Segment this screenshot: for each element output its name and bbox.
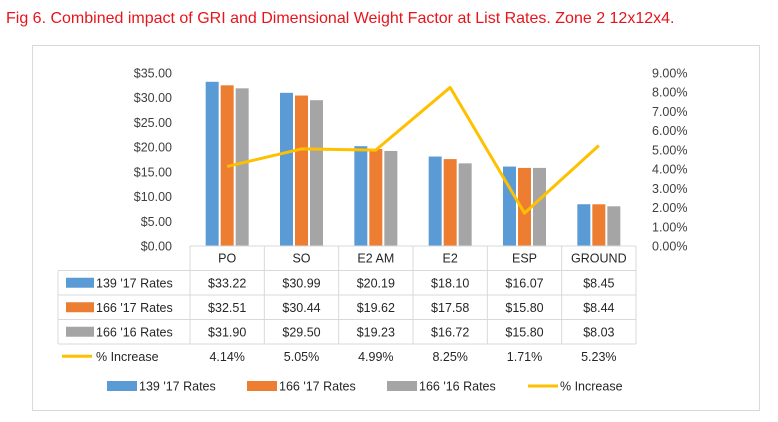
table-row-label: 166 '16 Rates bbox=[96, 325, 173, 339]
table-cell: 1.71% bbox=[507, 350, 542, 364]
category-label: PO bbox=[218, 252, 236, 266]
bar bbox=[205, 81, 219, 247]
bar bbox=[235, 88, 249, 246]
legend-label: 166 '16 Rates bbox=[419, 380, 496, 394]
table-cell: $31.90 bbox=[208, 325, 246, 339]
chart-frame bbox=[32, 45, 760, 411]
legend-swatch bbox=[107, 381, 137, 391]
y-tick-label: $35.00 bbox=[134, 67, 172, 81]
table-row-label: 166 '17 Rates bbox=[96, 301, 173, 315]
table-cell: $29.50 bbox=[282, 325, 320, 339]
table-cell: 8.25% bbox=[432, 350, 467, 364]
table-cell: 5.23% bbox=[581, 350, 616, 364]
table-legend-swatch bbox=[66, 326, 94, 337]
table-cell: $19.23 bbox=[357, 325, 395, 339]
table-cell: $16.72 bbox=[431, 325, 469, 339]
category-label: SO bbox=[292, 252, 310, 266]
legend-label: % Increase bbox=[560, 380, 623, 394]
category-label: GROUND bbox=[571, 252, 627, 266]
y2-tick-label: 3.00% bbox=[652, 182, 687, 196]
y2-tick-label: 0.00% bbox=[652, 240, 687, 254]
table-cell: 4.14% bbox=[209, 350, 244, 364]
table-cell: $32.51 bbox=[208, 301, 246, 315]
table-cell: $8.45 bbox=[583, 276, 614, 290]
line-series-percent-increase bbox=[226, 85, 600, 215]
bar bbox=[428, 156, 442, 246]
legend-swatch bbox=[247, 381, 277, 391]
y-tick-label: $15.00 bbox=[134, 165, 172, 179]
y-tick-label: $25.00 bbox=[134, 116, 172, 130]
table-cell: $20.19 bbox=[357, 276, 395, 290]
y2-tick-label: 4.00% bbox=[652, 163, 687, 177]
y2-tick-label: 7.00% bbox=[652, 105, 687, 119]
bar bbox=[280, 92, 293, 246]
table-cell: $18.10 bbox=[431, 276, 469, 290]
bar bbox=[592, 204, 606, 246]
legend-label: 139 '17 Rates bbox=[139, 380, 216, 394]
y2-tick-label: 1.00% bbox=[652, 220, 687, 234]
bar bbox=[384, 150, 398, 246]
category-label: ESP bbox=[512, 252, 537, 266]
table-legend-swatch bbox=[66, 302, 94, 313]
table-cell: $8.03 bbox=[583, 325, 614, 339]
bar bbox=[577, 204, 591, 246]
bar bbox=[458, 163, 472, 246]
table-cell: $30.44 bbox=[282, 301, 320, 315]
bar bbox=[533, 167, 546, 246]
y2-tick-label: 8.00% bbox=[652, 86, 687, 100]
table-cell: $19.62 bbox=[357, 301, 395, 315]
table-cell: $15.80 bbox=[505, 301, 543, 315]
y2-tick-label: 5.00% bbox=[652, 143, 687, 157]
bar bbox=[443, 159, 457, 246]
table-cell: $16.07 bbox=[505, 276, 543, 290]
table-cell: $30.99 bbox=[282, 276, 320, 290]
bar bbox=[310, 100, 323, 246]
table-cell: $33.22 bbox=[208, 276, 246, 290]
table-cell: 4.99% bbox=[358, 350, 393, 364]
table-legend-swatch bbox=[66, 277, 94, 288]
table-cell: 5.05% bbox=[284, 350, 319, 364]
y2-tick-label: 9.00% bbox=[652, 67, 687, 81]
y2-tick-label: 6.00% bbox=[652, 124, 687, 138]
bar bbox=[503, 166, 516, 246]
y2-tick-label: 2.00% bbox=[652, 201, 687, 215]
bar bbox=[518, 167, 531, 246]
y-tick-label: $20.00 bbox=[134, 141, 172, 155]
bar bbox=[607, 206, 621, 246]
bar bbox=[295, 95, 308, 246]
table-cell: $15.80 bbox=[505, 325, 543, 339]
table-cell: $17.58 bbox=[431, 301, 469, 315]
legend-swatch bbox=[387, 381, 417, 391]
legend-label: 166 '17 Rates bbox=[279, 380, 356, 394]
y-tick-label: $30.00 bbox=[134, 91, 172, 105]
table-row-label: 139 '17 Rates bbox=[96, 276, 173, 290]
category-label: E2 bbox=[443, 252, 458, 266]
table-row-label: % Increase bbox=[96, 350, 159, 364]
y-tick-label: $5.00 bbox=[141, 215, 172, 229]
category-label: E2 AM bbox=[357, 252, 394, 266]
y-tick-label: $0.00 bbox=[141, 240, 172, 254]
bar bbox=[369, 149, 383, 246]
table-cell: $8.44 bbox=[583, 301, 614, 315]
y-tick-label: $10.00 bbox=[134, 190, 172, 204]
chart-title: Fig 6. Combined impact of GRI and Dimens… bbox=[6, 10, 675, 27]
bar bbox=[354, 146, 368, 246]
